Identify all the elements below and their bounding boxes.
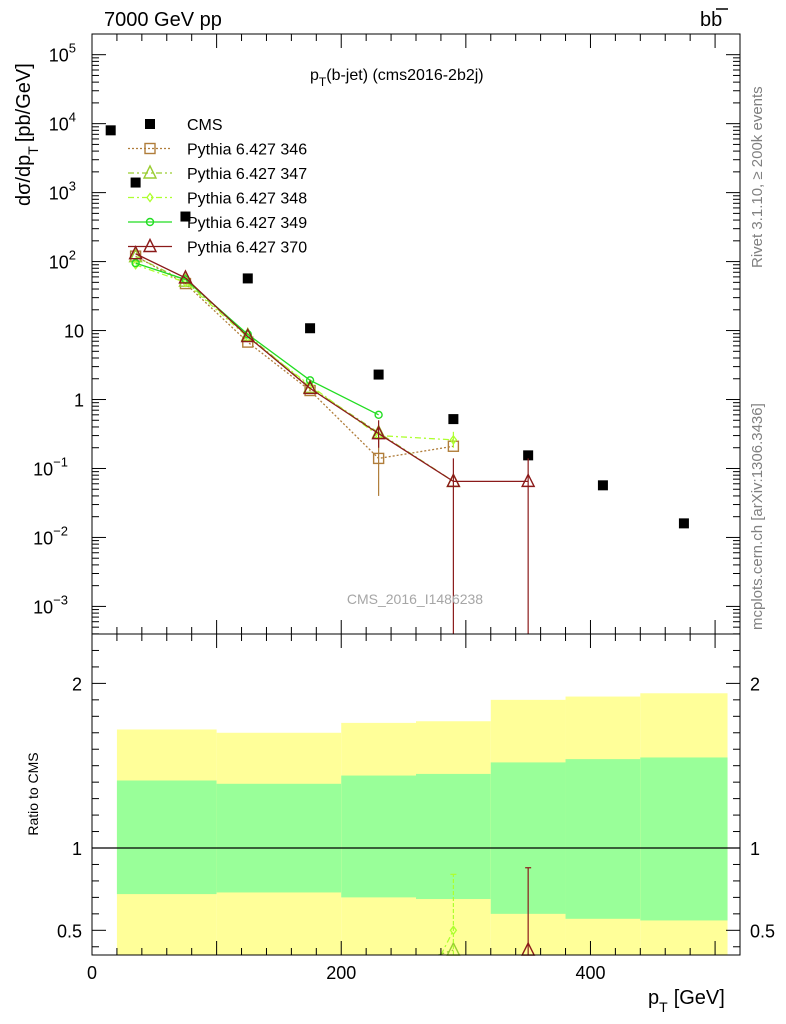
data-point xyxy=(597,480,608,491)
main-series-layer xyxy=(105,125,689,634)
uncertainty-band-inner xyxy=(640,757,728,921)
rivet-version-label: Rivet 3.1.10, ≥ 200k events xyxy=(749,86,766,268)
y-tick-label: 1 xyxy=(74,391,84,411)
series-5 xyxy=(128,245,536,634)
legend: CMS Pythia 6.427 346 Pythia 6.427 347 Pythi… xyxy=(128,117,307,257)
ratio-y-tick-label-right: 0.5 xyxy=(750,921,775,941)
y-tick-label: 10−3 xyxy=(33,592,68,617)
data-point xyxy=(448,414,459,425)
ratio-series-line xyxy=(440,930,454,956)
data-point xyxy=(305,323,316,334)
data-point xyxy=(180,211,191,222)
series-line-3 xyxy=(135,264,454,441)
data-point xyxy=(678,518,689,529)
data-point xyxy=(105,125,116,136)
main-plot-area xyxy=(92,34,740,634)
ratio-y-tick-label-right: 1 xyxy=(750,839,760,859)
legend-label: Pythia 6.427 347 xyxy=(187,166,307,183)
data-point xyxy=(374,410,383,420)
y-tick-label: 10−2 xyxy=(33,523,68,548)
data-point xyxy=(449,434,458,445)
x-axis-label: pT [GeV] xyxy=(648,987,725,1015)
x-tick-label: 0 xyxy=(87,963,97,983)
y-tick-label: 10 xyxy=(64,322,84,342)
data-point xyxy=(240,327,255,343)
data-point xyxy=(523,450,534,461)
data-point xyxy=(305,376,315,385)
plot-title: pT(b-jet) (cms2016-2b2j) xyxy=(310,67,484,89)
legend-label: Pythia 6.427 349 xyxy=(187,215,307,232)
data-point xyxy=(373,369,384,380)
legend-marker xyxy=(146,192,154,203)
data-point xyxy=(242,273,253,284)
uncertainty-band-inner xyxy=(216,783,342,893)
ratio-y-tick-label: 1 xyxy=(72,839,82,859)
legend-label: Pythia 6.427 348 xyxy=(187,191,307,208)
collision-energy-label: 7000 GeV pp xyxy=(104,9,222,31)
anti-b-label: b xyxy=(711,9,722,31)
legend-label: CMS xyxy=(187,117,223,134)
uncertainty-band-inner xyxy=(116,780,217,895)
y-tick-label: 102 xyxy=(49,248,76,273)
x-tick-label: 200 xyxy=(326,963,356,983)
ratio-axis-label: Ratio to CMS xyxy=(25,752,41,835)
uncertainty-band-inner xyxy=(341,775,416,898)
ratio-axes: 0.5 0.5 1 1 2 2 0 200 400 xyxy=(57,633,775,983)
ratio-y-tick-label: 0.5 xyxy=(57,921,82,941)
data-point xyxy=(302,379,318,395)
legend-marker xyxy=(142,237,158,253)
data-point xyxy=(371,425,386,440)
legend-marker xyxy=(142,164,158,179)
legend-label: Pythia 6.427 346 xyxy=(187,142,307,159)
x-tick-label: 400 xyxy=(575,963,605,983)
data-point xyxy=(128,245,143,260)
uncertainty-band-inner xyxy=(416,773,491,900)
series-0 xyxy=(105,125,689,529)
data-point xyxy=(130,177,141,188)
y-tick-label: 105 xyxy=(49,41,76,66)
uncertainty-band-inner xyxy=(565,759,641,919)
data-point xyxy=(521,472,536,488)
legend-marker xyxy=(145,119,155,129)
ratio-point xyxy=(449,925,458,936)
process-label: bb xyxy=(700,9,722,31)
analysis-watermark: CMS_2016_I1486238 xyxy=(347,591,483,607)
main-clipped-layer xyxy=(105,125,689,634)
mcplots-credit-label: mcplots.cern.ch [arXiv:1306.3436] xyxy=(749,403,766,630)
series-4 xyxy=(131,258,383,420)
data-point xyxy=(131,258,140,268)
y-axis-label: dσ/dpT[pb/GeV] xyxy=(13,63,41,206)
data-point xyxy=(372,452,385,465)
ratio-panel xyxy=(92,634,740,955)
data-point xyxy=(446,472,461,488)
ratio-y-tick-label: 2 xyxy=(72,674,82,694)
y-tick-label: 10−1 xyxy=(33,454,68,479)
legend-label: Pythia 6.427 370 xyxy=(187,240,307,257)
main-panel xyxy=(92,34,740,634)
legend-marker xyxy=(144,142,156,155)
y-tick-label: 103 xyxy=(49,179,76,204)
data-point xyxy=(178,269,193,284)
ratio-y-tick-label-right: 2 xyxy=(750,674,760,694)
y-tick-label: 104 xyxy=(49,110,76,135)
series-line-4 xyxy=(135,262,379,416)
legend-marker xyxy=(145,217,155,227)
series-line-1 xyxy=(135,255,454,460)
